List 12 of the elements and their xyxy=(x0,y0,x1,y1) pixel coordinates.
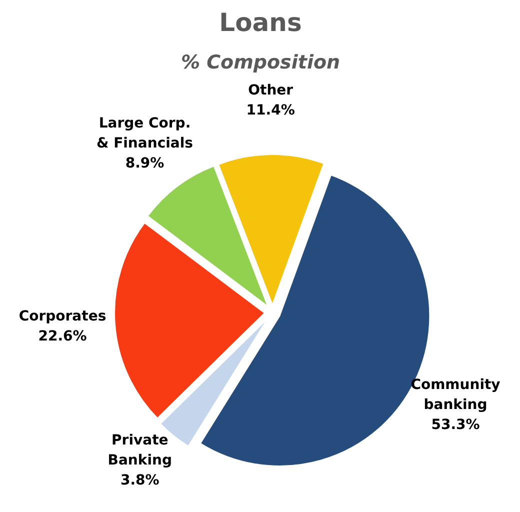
slice-label: Large Corp. & Financials xyxy=(96,115,193,152)
data-label: 8.9% xyxy=(125,155,164,172)
chart-title: Loans xyxy=(219,8,302,37)
slice-label: Other xyxy=(248,82,294,99)
slice-label: Community banking xyxy=(410,377,500,414)
data-label: 22.6% xyxy=(38,328,87,344)
data-label: 11.4% xyxy=(246,102,295,119)
slice-label: Corporates xyxy=(18,308,106,324)
data-label: 3.8% xyxy=(120,472,160,488)
chart-subtitle: % Composition xyxy=(180,52,340,74)
slice-label: Private Banking xyxy=(108,432,172,468)
data-label: 53.3% xyxy=(431,417,480,434)
